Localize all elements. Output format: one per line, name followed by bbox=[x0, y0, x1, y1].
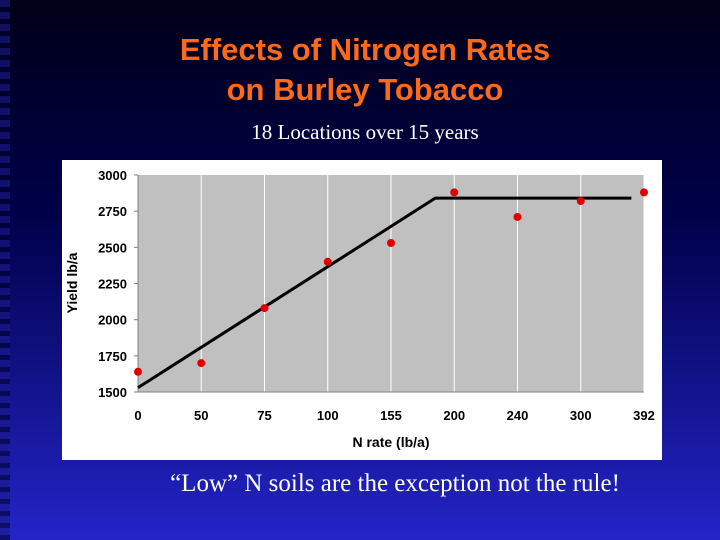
x-tick-label: 240 bbox=[507, 408, 529, 423]
slide-title-line-2: on Burley Tobacco bbox=[226, 72, 504, 107]
slide-title-line-1: Effects of Nitrogen Rates bbox=[179, 32, 551, 67]
y-tick-label: 2000 bbox=[98, 313, 127, 328]
x-tick-label: 0 bbox=[134, 408, 141, 423]
fit-line bbox=[137, 196, 632, 389]
footer-statement: “Low” N soils are the exception not the … bbox=[170, 470, 620, 497]
x-tick-label: 300 bbox=[570, 408, 592, 423]
data-point bbox=[323, 257, 332, 266]
data-point bbox=[197, 359, 206, 368]
data-point bbox=[387, 238, 395, 247]
axes: 1500 1750 2000 2250 2500 2750 3000 0 50 75 100 155 2… bbox=[98, 168, 655, 423]
y-tick-label: 1750 bbox=[98, 349, 127, 364]
data-point bbox=[513, 212, 522, 221]
slide-title: Effects of Nitrogen Rates on Burley Toba… bbox=[0, 30, 720, 110]
x-tick-label: 50 bbox=[194, 408, 208, 423]
x-tick-label: 100 bbox=[317, 408, 339, 423]
y-tick-label: 2250 bbox=[98, 277, 127, 292]
grid-lines bbox=[200, 175, 645, 392]
slide-subtitle: 18 Locations over 15 years bbox=[251, 120, 479, 144]
fit-line-group bbox=[137, 196, 632, 389]
left-decorative-strip bbox=[0, 0, 10, 540]
chart-panel: 1500 1750 2000 2250 2500 2750 3000 0 50 75 100 155 2… bbox=[62, 160, 662, 460]
data-point bbox=[450, 188, 459, 197]
y-tick-label: 2500 bbox=[98, 240, 127, 255]
data-points bbox=[134, 188, 648, 376]
x-tick-label: 200 bbox=[443, 408, 465, 423]
data-point bbox=[134, 367, 142, 376]
y-tick-label: 3000 bbox=[98, 168, 127, 183]
x-tick-label: 75 bbox=[257, 408, 271, 423]
data-point bbox=[260, 304, 269, 313]
y-tick-label: 1500 bbox=[98, 385, 127, 400]
y-tick-label: 2750 bbox=[98, 204, 127, 219]
x-axis-label: N rate (lb/a) bbox=[352, 434, 429, 450]
x-tick-label: 392 bbox=[633, 408, 655, 423]
data-point bbox=[640, 188, 648, 197]
data-point bbox=[576, 197, 585, 206]
x-tick-label: 155 bbox=[380, 408, 402, 423]
y-axis-label: Yield lb/a bbox=[64, 252, 80, 313]
nitrogen-yield-chart: 1500 1750 2000 2250 2500 2750 3000 0 50 75 100 155 2… bbox=[64, 168, 655, 450]
